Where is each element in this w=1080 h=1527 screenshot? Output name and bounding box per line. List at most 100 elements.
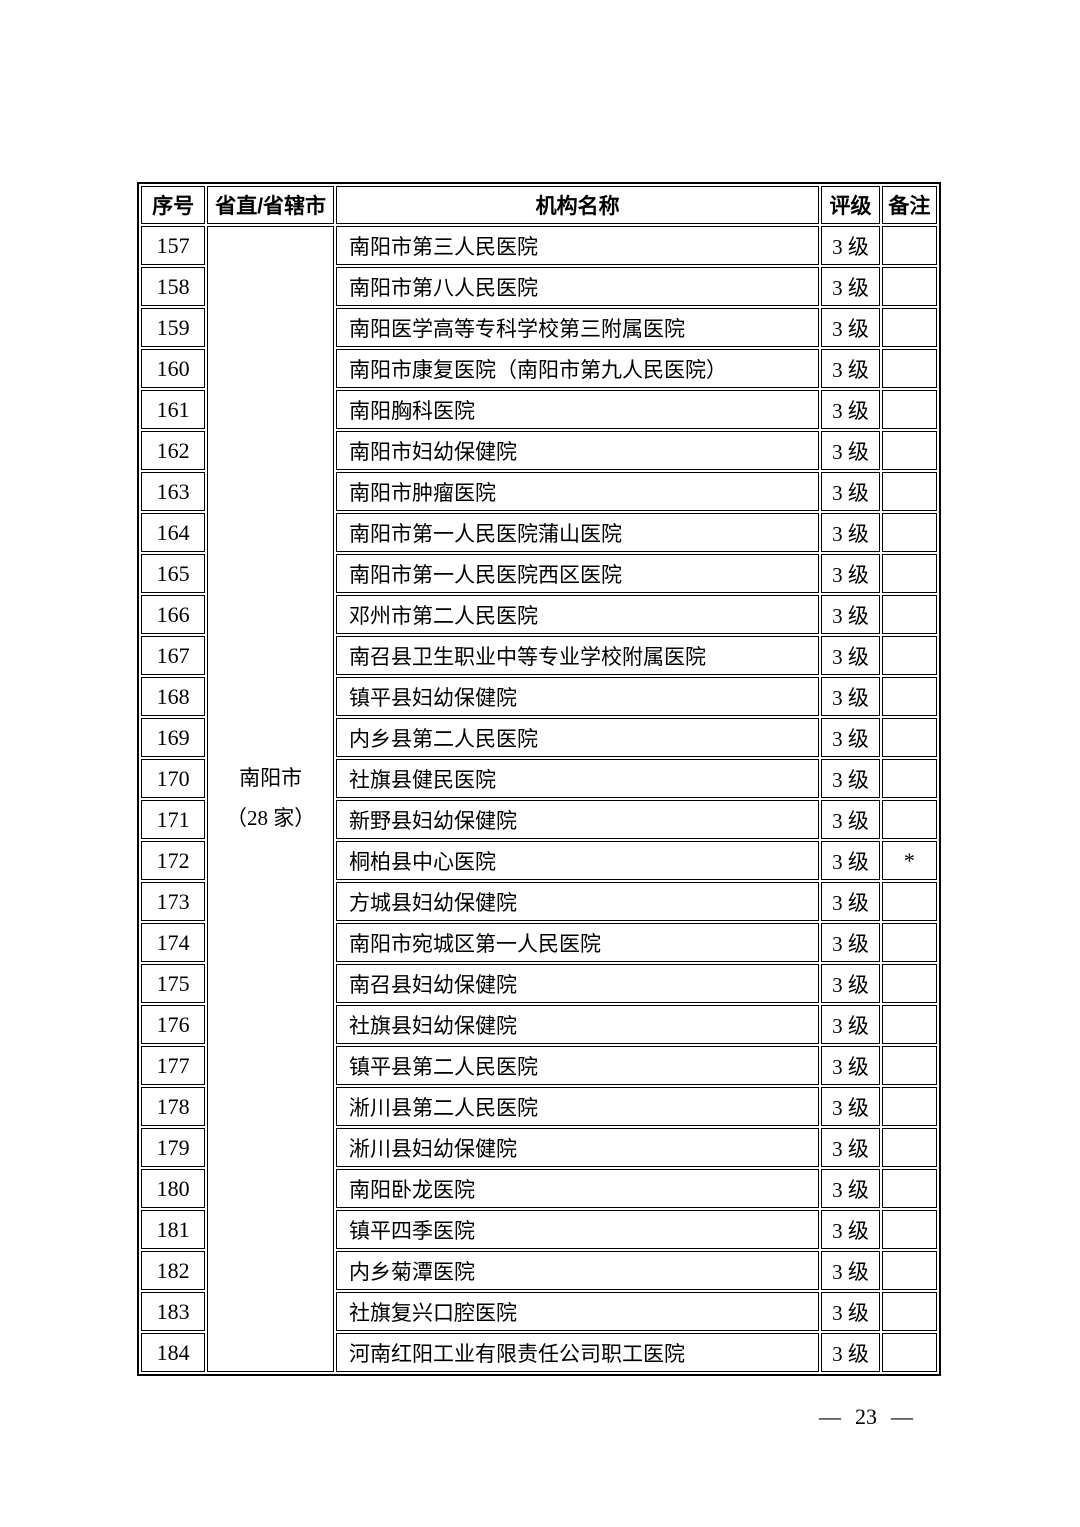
table-row: 163 南阳市肿瘤医院 3 级 xyxy=(141,472,937,511)
table-row: 159 南阳医学高等专科学校第三附属医院 3 级 xyxy=(141,308,937,347)
page-number: 23 xyxy=(855,1404,877,1429)
rating-cell: 3 级 xyxy=(821,800,880,839)
serial-cell: 175 xyxy=(141,964,206,1003)
institution-name-cell: 南阳市宛城区第一人民医院 xyxy=(335,923,820,962)
serial-cell: 157 xyxy=(141,226,206,265)
hospital-rating-table: 序号 省直/省辖市 机构名称 评级 备注 157 南阳市 （28 家） 南阳市第三人民… xyxy=(137,182,941,1376)
table-row: 176 社旗县妇幼保健院 3 级 xyxy=(141,1005,937,1044)
institution-name-cell: 镇平县第二人民医院 xyxy=(335,1046,820,1085)
institution-name-cell: 南阳市妇幼保健院 xyxy=(335,431,820,470)
table-row: 181 镇平四季医院 3 级 xyxy=(141,1210,937,1249)
serial-cell: 163 xyxy=(141,472,206,511)
serial-cell: 179 xyxy=(141,1128,206,1167)
institution-name-cell: 南阳市第八人民医院 xyxy=(335,267,820,306)
table-row: 164 南阳市第一人民医院蒲山医院 3 级 xyxy=(141,513,937,552)
table-row: 168 镇平县妇幼保健院 3 级 xyxy=(141,677,937,716)
institution-name-cell: 南阳市第一人民医院蒲山医院 xyxy=(335,513,820,552)
header-row: 序号 省直/省辖市 机构名称 评级 备注 xyxy=(141,186,937,224)
remark-cell xyxy=(881,1046,937,1085)
institution-name-cell: 内乡县第二人民医院 xyxy=(335,718,820,757)
remark-cell xyxy=(881,308,937,347)
institution-name-cell: 镇平四季医院 xyxy=(335,1210,820,1249)
remark-cell xyxy=(881,882,937,921)
institution-name-cell: 方城县妇幼保健院 xyxy=(335,882,820,921)
institution-name-cell: 淅川县妇幼保健院 xyxy=(335,1128,820,1167)
serial-cell: 158 xyxy=(141,267,206,306)
header-remark: 备注 xyxy=(881,186,937,224)
rating-cell: 3 级 xyxy=(821,759,880,798)
serial-cell: 184 xyxy=(141,1333,206,1372)
rating-cell: 3 级 xyxy=(821,841,880,880)
remark-cell xyxy=(881,1251,937,1290)
serial-cell: 174 xyxy=(141,923,206,962)
remark-cell xyxy=(881,1333,937,1372)
institution-name-cell: 新野县妇幼保健院 xyxy=(335,800,820,839)
institution-name-cell: 南阳卧龙医院 xyxy=(335,1169,820,1208)
table-row: 157 南阳市 （28 家） 南阳市第三人民医院 3 级 xyxy=(141,226,937,1372)
institution-name-cell: 南召县妇幼保健院 xyxy=(335,964,820,1003)
rating-cell: 3 级 xyxy=(821,349,880,388)
remark-cell xyxy=(881,226,937,265)
rating-cell: 3 级 xyxy=(821,1210,880,1249)
rating-cell: 3 级 xyxy=(821,923,880,962)
rating-cell: 3 级 xyxy=(821,226,880,265)
remark-cell xyxy=(881,964,937,1003)
city-count-label: （28 家） xyxy=(226,806,316,830)
table-row: 160 南阳市康复医院（南阳市第九人民医院） 3 级 xyxy=(141,349,937,388)
remark-cell xyxy=(881,390,937,429)
institution-name-cell: 社旗复兴口腔医院 xyxy=(335,1292,820,1331)
table-row: 179 淅川县妇幼保健院 3 级 xyxy=(141,1128,937,1167)
serial-cell: 180 xyxy=(141,1169,206,1208)
remark-cell xyxy=(881,1292,937,1331)
footer-right-dash: — xyxy=(891,1404,913,1429)
remark-cell xyxy=(881,1128,937,1167)
institution-name-cell: 南阳医学高等专科学校第三附属医院 xyxy=(335,308,820,347)
table-row: 182 内乡菊潭医院 3 级 xyxy=(141,1251,937,1290)
institution-name-cell: 南阳市康复医院（南阳市第九人民医院） xyxy=(335,349,820,388)
rating-cell: 3 级 xyxy=(821,513,880,552)
remark-cell xyxy=(881,1169,937,1208)
remark-cell xyxy=(881,1087,937,1126)
remark-cell xyxy=(881,800,937,839)
rating-cell: 3 级 xyxy=(821,595,880,634)
remark-cell xyxy=(881,1210,937,1249)
table-row: 161 南阳胸科医院 3 级 xyxy=(141,390,937,429)
institution-name-cell: 社旗县妇幼保健院 xyxy=(335,1005,820,1044)
institution-name-cell: 南阳市肿瘤医院 xyxy=(335,472,820,511)
remark-cell: * xyxy=(881,841,937,880)
table-row: 180 南阳卧龙医院 3 级 xyxy=(141,1169,937,1208)
remark-cell xyxy=(881,554,937,593)
rating-cell: 3 级 xyxy=(821,472,880,511)
serial-cell: 172 xyxy=(141,841,206,880)
table-row: 170 社旗县健民医院 3 级 xyxy=(141,759,937,798)
serial-cell: 162 xyxy=(141,431,206,470)
serial-cell: 178 xyxy=(141,1087,206,1126)
city-group-cell: 南阳市 （28 家） xyxy=(207,226,334,1372)
institution-name-cell: 南阳市第三人民医院 xyxy=(335,226,820,265)
remark-cell xyxy=(881,1005,937,1044)
serial-cell: 168 xyxy=(141,677,206,716)
table-row: 158 南阳市第八人民医院 3 级 xyxy=(141,267,937,306)
serial-cell: 170 xyxy=(141,759,206,798)
header-city: 省直/省辖市 xyxy=(207,186,334,224)
table-row: 166 邓州市第二人民医院 3 级 xyxy=(141,595,937,634)
rating-cell: 3 级 xyxy=(821,554,880,593)
remark-cell xyxy=(881,923,937,962)
remark-cell xyxy=(881,636,937,675)
serial-cell: 164 xyxy=(141,513,206,552)
institution-name-cell: 南召县卫生职业中等专业学校附属医院 xyxy=(335,636,820,675)
table-row: 174 南阳市宛城区第一人民医院 3 级 xyxy=(141,923,937,962)
rating-cell: 3 级 xyxy=(821,1005,880,1044)
serial-cell: 166 xyxy=(141,595,206,634)
page-footer: — 23 — xyxy=(137,1404,941,1430)
table-row: 162 南阳市妇幼保健院 3 级 xyxy=(141,431,937,470)
institution-name-cell: 内乡菊潭医院 xyxy=(335,1251,820,1290)
rating-cell: 3 级 xyxy=(821,1169,880,1208)
remark-cell xyxy=(881,472,937,511)
table-row: 184 河南红阳工业有限责任公司职工医院 3 级 xyxy=(141,1333,937,1372)
remark-cell xyxy=(881,595,937,634)
table-row: 171 新野县妇幼保健院 3 级 xyxy=(141,800,937,839)
table-row: 173 方城县妇幼保健院 3 级 xyxy=(141,882,937,921)
